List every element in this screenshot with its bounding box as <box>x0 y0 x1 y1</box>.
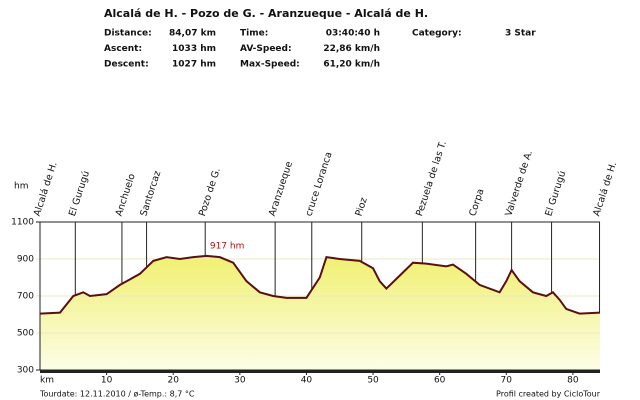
stat: 84,07 km <box>169 29 216 39</box>
profile-line <box>39 254 601 315</box>
stat: Max-Speed: <box>240 60 300 70</box>
annotation: 917 hm <box>210 241 245 251</box>
waypoint-label: Corpa <box>467 187 486 217</box>
footer-left: Tourdate: 12.11.2010 / ø-Temp.: 8,7 °C <box>39 390 195 399</box>
y-tick-label: 700 <box>17 292 34 302</box>
stat: AV-Speed: <box>240 44 292 54</box>
x-tick-label: 30 <box>234 376 246 386</box>
waypoint-label: Pozo de G. <box>197 166 223 217</box>
waypoint-label: Pezuela de las T. <box>414 140 449 218</box>
stat: 03:40:40 h <box>326 29 380 39</box>
title: Alcalá de H. - Pozo de G. - Aranzueque -… <box>104 7 428 20</box>
waypoint-label: Valverde de A. <box>503 149 535 218</box>
waypoint-label: Anchuelo <box>114 172 138 218</box>
waypoint-label: Alcalá de H. <box>591 161 619 218</box>
x-tick-label: 40 <box>301 376 313 386</box>
stat: 61,20 km/h <box>323 60 380 70</box>
area-fill <box>40 255 600 370</box>
stat: Category: <box>412 29 462 39</box>
x-tick-label: 10 <box>101 376 113 386</box>
x-tick-label: 70 <box>501 376 513 386</box>
y-axis-label: hm <box>14 182 28 192</box>
stat: 3 Star <box>505 29 536 39</box>
waypoint-label: Alcalá de H. <box>32 161 60 218</box>
x-tick-label: 60 <box>434 376 446 386</box>
waypoint-label: Santorcaz <box>138 169 163 217</box>
waypoint-label: cruce Loranca <box>304 151 335 218</box>
y-tick-label: 500 <box>17 329 34 339</box>
x-tick-label: 20 <box>167 376 179 386</box>
stat: Distance: <box>104 29 152 39</box>
x-tick-label: 50 <box>367 376 379 386</box>
waypoint-label: Aranzueque <box>267 160 295 218</box>
y-tick-label: 300 <box>17 366 34 376</box>
stat: Time: <box>240 29 268 39</box>
stat: Descent: <box>104 60 149 70</box>
stat: Ascent: <box>104 44 142 54</box>
footer-right: Profil created by CicloTour <box>496 390 601 399</box>
waypoint-label: El Gurugú <box>67 170 92 218</box>
x-tick-label: 80 <box>567 376 579 386</box>
stat: 1027 hm <box>172 60 216 70</box>
waypoint-label: Pioz <box>354 196 370 217</box>
y-tick-label: 900 <box>17 255 34 265</box>
x-axis-band <box>40 370 600 373</box>
waypoint-label: El Gurugú <box>543 170 568 218</box>
x-axis-label: km <box>40 376 54 386</box>
stat: 1033 hm <box>172 44 216 54</box>
y-tick-label: 1100 <box>11 218 34 228</box>
stat: 22,86 km/h <box>323 44 380 54</box>
